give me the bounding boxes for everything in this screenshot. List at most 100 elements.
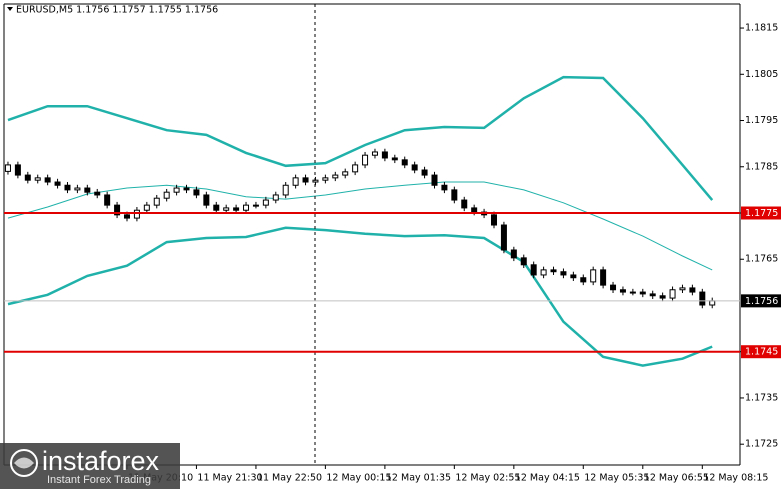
x-tick-label: 12 May 01:35 (386, 473, 451, 484)
candle-body (302, 177, 309, 183)
candle-body (659, 295, 666, 299)
chart-title: EURUSD,M5 1.1756 1.1757 1.1755 1.1756 (16, 5, 218, 16)
band-line (7, 75, 714, 201)
candle-body (639, 291, 646, 295)
candle-body (74, 187, 81, 191)
candle-body (54, 181, 61, 186)
x-tick-label: 12 May 08:15 (703, 473, 768, 484)
candle-body (193, 189, 200, 196)
candle-body (4, 164, 11, 172)
candle-body (629, 291, 636, 294)
candle-body (163, 191, 170, 199)
candle-body (262, 199, 269, 206)
y-tick-label: 1.1735 (745, 392, 778, 403)
band-line (7, 181, 713, 271)
candle-body (520, 257, 527, 266)
candle-body (500, 224, 507, 251)
candle-body (104, 194, 111, 206)
level-label-box (741, 345, 781, 359)
candle-body (153, 197, 160, 206)
watermark-brand: instaforex (42, 446, 160, 476)
candle-body (441, 184, 448, 191)
x-tick-label: 12 May 05:35 (584, 473, 649, 484)
candle-body (203, 194, 210, 206)
candle-body (510, 249, 517, 259)
candle-body (362, 154, 369, 166)
candle-body (123, 214, 130, 219)
x-tick-label: 12 May 06:55 (644, 473, 709, 484)
band-line (7, 226, 713, 367)
candle-body (223, 207, 230, 211)
watermark-tagline: Instant Forex Trading (47, 474, 151, 486)
candle-body (94, 191, 101, 196)
candle-body (550, 269, 557, 273)
candle-body (133, 209, 140, 219)
candle-body (461, 199, 468, 209)
candle-body (649, 293, 656, 297)
title-arrow (7, 7, 13, 11)
candle-body (451, 189, 458, 201)
candle-body (143, 204, 150, 211)
candle-body (213, 204, 220, 211)
candle-body (421, 169, 428, 176)
candle-body (173, 187, 180, 193)
candle-body (560, 271, 567, 276)
candle-body (669, 289, 676, 299)
y-tick-label: 1.1795 (745, 115, 778, 126)
candle-body (580, 277, 587, 283)
y-tick-label: 1.1725 (745, 439, 778, 450)
candle-body (570, 274, 577, 279)
watermark-icon-shape (14, 457, 34, 469)
candle-body (14, 164, 21, 176)
x-tick-label: 12 May 02:55 (455, 473, 520, 484)
candle-body (84, 187, 91, 193)
candle-body (282, 184, 289, 196)
candle-body (352, 164, 359, 173)
candle-body (322, 177, 329, 181)
candle-body (530, 264, 537, 276)
candle-body (292, 177, 299, 186)
candle-body (233, 207, 240, 211)
candle-body (689, 287, 696, 293)
candle-body (431, 174, 438, 186)
x-tick-label: 12 May 00:15 (326, 473, 391, 484)
candle-body (381, 151, 388, 159)
candle-body (471, 207, 478, 213)
candle-body (24, 174, 31, 181)
candle-body (590, 269, 597, 283)
candle-body (183, 187, 190, 191)
level-label: 1.1775 (745, 208, 778, 219)
y-tick-label: 1.1815 (745, 23, 778, 34)
candle-body (411, 164, 418, 171)
candle-body (610, 284, 617, 291)
y-tick-label: 1.1765 (745, 254, 778, 265)
candle-body (619, 289, 626, 293)
candle-body (332, 174, 339, 179)
y-tick-label: 1.1805 (745, 69, 778, 80)
watermark-icon (10, 449, 38, 477)
last-price-label: 1.1756 (745, 296, 778, 307)
candle-body (342, 171, 349, 176)
candle-body (34, 177, 41, 181)
candle-body (401, 159, 408, 166)
candle-body (540, 269, 547, 276)
level-label-box (741, 206, 781, 220)
x-tick-label: 11 May 21:30 (197, 473, 262, 484)
level-label: 1.1745 (745, 347, 778, 358)
candle-body (44, 177, 51, 183)
candle-body (64, 184, 71, 191)
y-tick-label: 1.1785 (745, 161, 778, 172)
candle-body (252, 204, 259, 207)
candle-body (699, 291, 706, 306)
watermark: instaforex Instant Forex Trading (0, 443, 180, 489)
candle-body (243, 204, 250, 211)
candle-body (371, 151, 378, 156)
candle-body (272, 194, 279, 201)
x-tick-label: 12 May 04:15 (515, 473, 580, 484)
x-tick-label: 11 May 22:50 (257, 473, 322, 484)
candle-body (114, 204, 121, 216)
candle-body (391, 157, 398, 161)
candle-body (709, 300, 716, 306)
